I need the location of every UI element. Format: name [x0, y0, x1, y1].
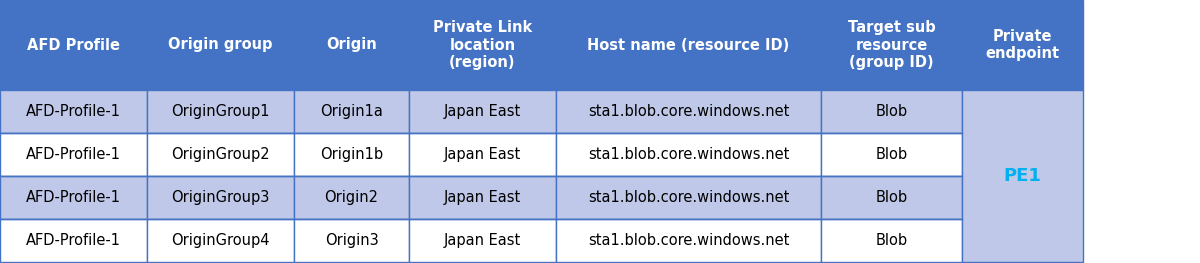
Bar — [0, 0, 148, 90]
Bar — [556, 0, 821, 90]
Bar — [294, 176, 409, 219]
Bar — [821, 133, 962, 176]
Text: Private
endpoint: Private endpoint — [985, 29, 1060, 61]
Text: Origin3: Origin3 — [325, 233, 378, 248]
Text: Blob: Blob — [876, 147, 907, 162]
Text: AFD-Profile-1: AFD-Profile-1 — [26, 147, 121, 162]
Bar — [556, 133, 821, 176]
Text: Japan East: Japan East — [444, 190, 521, 205]
Text: Origin1a: Origin1a — [320, 104, 383, 119]
Bar — [556, 219, 821, 262]
Bar — [148, 0, 294, 90]
Text: Origin group: Origin group — [168, 38, 272, 53]
Text: Japan East: Japan East — [444, 104, 521, 119]
Text: Japan East: Japan East — [444, 233, 521, 248]
Bar — [962, 0, 1084, 90]
Bar — [556, 90, 821, 133]
Text: OriginGroup4: OriginGroup4 — [172, 233, 270, 248]
Text: PE1: PE1 — [1003, 167, 1042, 185]
Text: AFD-Profile-1: AFD-Profile-1 — [26, 233, 121, 248]
Text: Blob: Blob — [876, 104, 907, 119]
Text: sta1.blob.core.windows.net: sta1.blob.core.windows.net — [588, 147, 790, 162]
Bar — [0, 90, 148, 133]
Bar — [962, 90, 1084, 262]
Text: sta1.blob.core.windows.net: sta1.blob.core.windows.net — [588, 104, 790, 119]
Text: Origin2: Origin2 — [324, 190, 378, 205]
Bar — [294, 219, 409, 262]
Text: Japan East: Japan East — [444, 147, 521, 162]
Bar — [409, 90, 556, 133]
Text: AFD-Profile-1: AFD-Profile-1 — [26, 104, 121, 119]
Bar — [0, 133, 148, 176]
Bar — [821, 219, 962, 262]
Bar — [409, 0, 556, 90]
Bar — [0, 219, 148, 262]
Text: OriginGroup1: OriginGroup1 — [172, 104, 270, 119]
Text: Blob: Blob — [876, 233, 907, 248]
Text: Blob: Blob — [876, 190, 907, 205]
Bar — [556, 176, 821, 219]
Bar — [821, 176, 962, 219]
Text: OriginGroup3: OriginGroup3 — [172, 190, 270, 205]
Text: Origin: Origin — [326, 38, 377, 53]
Text: AFD Profile: AFD Profile — [28, 38, 120, 53]
Bar — [294, 90, 409, 133]
Bar — [409, 133, 556, 176]
Bar — [294, 133, 409, 176]
Bar — [148, 90, 294, 133]
Text: sta1.blob.core.windows.net: sta1.blob.core.windows.net — [588, 233, 790, 248]
Bar — [148, 133, 294, 176]
Bar — [409, 176, 556, 219]
Bar — [821, 90, 962, 133]
Text: OriginGroup2: OriginGroup2 — [172, 147, 270, 162]
Bar — [294, 0, 409, 90]
Bar — [0, 176, 148, 219]
Text: sta1.blob.core.windows.net: sta1.blob.core.windows.net — [588, 190, 790, 205]
Bar — [821, 0, 962, 90]
Bar — [148, 176, 294, 219]
Text: Private Link
location
(region): Private Link location (region) — [433, 20, 532, 70]
Bar — [148, 219, 294, 262]
Text: Origin1b: Origin1b — [320, 147, 383, 162]
Text: AFD-Profile-1: AFD-Profile-1 — [26, 190, 121, 205]
Text: Target sub
resource
(group ID): Target sub resource (group ID) — [847, 20, 935, 70]
Text: Host name (resource ID): Host name (resource ID) — [587, 38, 790, 53]
Bar — [409, 219, 556, 262]
